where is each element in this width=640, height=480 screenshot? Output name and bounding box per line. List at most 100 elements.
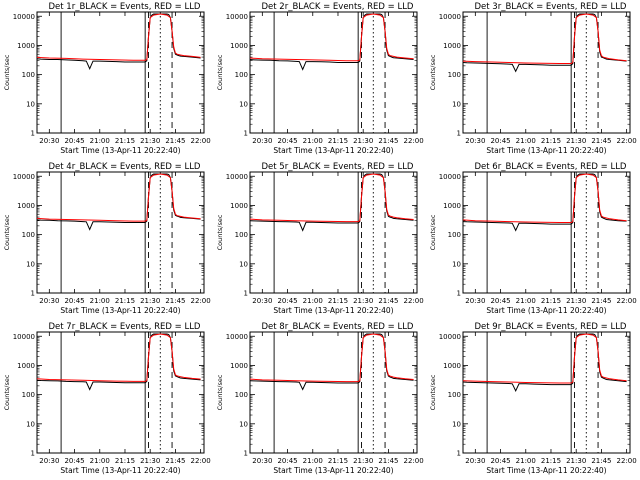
x-tick-label: 20:45: [490, 137, 510, 145]
x-tick-label: 21:15: [541, 457, 561, 465]
y-tick-label: 10: [26, 100, 35, 108]
y-tick-label: 1: [244, 130, 248, 138]
x-tick-label: 21:30: [140, 297, 160, 305]
y-tick-label: 10: [239, 260, 248, 268]
y-axis-label: Counts/sec: [216, 214, 224, 250]
y-tick-label: 1: [244, 450, 248, 458]
plot-frame: [36, 331, 205, 454]
series-events-line: [250, 173, 414, 232]
plot-frame: [462, 171, 631, 294]
chart-panel: Det 5r_BLACK = Events, RED = LLD 1 10 100 10…: [216, 162, 424, 315]
y-tick-label: 10000: [439, 173, 461, 181]
y-tick-label: 100: [22, 391, 35, 399]
x-tick-label: 21:45: [165, 297, 185, 305]
plot-frame: [36, 11, 205, 134]
x-tick-label: 21:15: [541, 137, 561, 145]
chart-panel: Det 8r_BLACK = Events, RED = LLD 1 10 100 10…: [216, 322, 424, 475]
y-tick-label: 1000: [443, 202, 461, 210]
x-tick-label: 20:45: [277, 137, 297, 145]
chart-title: Det 6r_BLACK = Events, RED = LLD: [475, 162, 627, 172]
x-tick-label: 22:00: [191, 297, 211, 305]
y-tick-label: 10000: [13, 173, 35, 181]
x-tick-label: 21:30: [353, 137, 373, 145]
y-tick-label: 1: [31, 130, 35, 138]
x-axis-label: Start Time (13-Apr-11 20:22:40): [273, 306, 393, 315]
x-tick-label: 22:00: [404, 137, 424, 145]
x-tick-label: 21:45: [165, 137, 185, 145]
y-tick-label: 1: [31, 450, 35, 458]
chart-title: Det 5r_BLACK = Events, RED = LLD: [262, 162, 414, 172]
x-tick-label: 20:45: [490, 297, 510, 305]
x-tick-label: 21:30: [140, 457, 160, 465]
y-tick-label: 1000: [230, 362, 248, 370]
chart-panel: Det 6r_BLACK = Events, RED = LLD 1 10 100 10…: [429, 162, 637, 315]
y-tick-label: 10: [452, 420, 461, 428]
chart-panel: Det 4r_BLACK = Events, RED = LLD 1 10 100 10…: [3, 162, 211, 315]
x-tick-label: 22:00: [404, 457, 424, 465]
chart-title: Det 1r_BLACK = Events, RED = LLD: [49, 2, 201, 12]
x-tick-label: 21:00: [90, 137, 110, 145]
x-tick-label: 20:30: [465, 457, 485, 465]
x-tick-label: 22:00: [617, 297, 637, 305]
x-tick-label: 22:00: [404, 297, 424, 305]
series-events-line: [37, 173, 201, 231]
y-tick-label: 10: [26, 420, 35, 428]
x-tick-label: 20:30: [39, 297, 59, 305]
y-tick-label: 10: [239, 100, 248, 108]
y-tick-label: 1: [457, 450, 461, 458]
chart-title: Det 9r_BLACK = Events, RED = LLD: [475, 322, 627, 332]
y-axis-label: Counts/sec: [429, 214, 437, 250]
y-tick-label: 10: [452, 260, 461, 268]
x-tick-label: 20:30: [252, 137, 272, 145]
x-tick-label: 20:45: [490, 457, 510, 465]
x-tick-label: 21:30: [566, 297, 586, 305]
y-tick-label: 10000: [13, 333, 35, 341]
plot-frame: [249, 11, 418, 134]
y-tick-label: 1: [457, 130, 461, 138]
x-tick-label: 20:45: [64, 297, 84, 305]
y-tick-label: 100: [448, 231, 461, 239]
plot-frame: [249, 171, 418, 294]
y-tick-label: 1000: [17, 42, 35, 50]
y-tick-label: 100: [235, 231, 248, 239]
x-tick-label: 21:30: [566, 457, 586, 465]
x-tick-label: 21:45: [165, 457, 185, 465]
x-tick-label: 21:30: [566, 137, 586, 145]
x-tick-label: 21:15: [115, 297, 135, 305]
x-tick-label: 20:30: [39, 137, 59, 145]
x-tick-label: 20:45: [64, 137, 84, 145]
x-axis-label: Start Time (13-Apr-11 20:22:40): [60, 306, 180, 315]
series-events-line: [37, 13, 201, 70]
x-axis-label: Start Time (13-Apr-11 20:22:40): [273, 466, 393, 475]
x-axis-label: Start Time (13-Apr-11 20:22:40): [486, 306, 606, 315]
x-tick-label: 20:30: [39, 457, 59, 465]
x-tick-label: 20:30: [465, 297, 485, 305]
chart-panel: Det 3r_BLACK = Events, RED = LLD 1 10 100 10…: [429, 2, 637, 155]
chart-panel: Det 2r_BLACK = Events, RED = LLD 1 10 100 10…: [216, 2, 424, 155]
x-tick-label: 21:00: [90, 457, 110, 465]
y-axis-label: Counts/sec: [429, 374, 437, 410]
x-tick-label: 21:00: [516, 457, 536, 465]
series-events-line: [250, 333, 414, 391]
x-tick-label: 21:00: [303, 297, 323, 305]
y-tick-label: 1: [457, 290, 461, 298]
series-events-line: [463, 173, 627, 232]
y-axis-label: Counts/sec: [3, 54, 11, 90]
x-tick-label: 21:00: [516, 137, 536, 145]
series-lld-line: [250, 13, 414, 62]
y-tick-label: 1: [31, 290, 35, 298]
y-tick-label: 100: [235, 391, 248, 399]
x-tick-label: 22:00: [191, 457, 211, 465]
plot-frame: [462, 331, 631, 454]
chart-title: Det 4r_BLACK = Events, RED = LLD: [49, 162, 201, 172]
x-tick-label: 22:00: [617, 137, 637, 145]
y-tick-label: 1000: [17, 362, 35, 370]
y-tick-label: 1000: [17, 202, 35, 210]
series-lld-line: [250, 173, 414, 223]
chart-title: Det 7r_BLACK = Events, RED = LLD: [49, 322, 201, 332]
x-tick-label: 21:45: [591, 137, 611, 145]
plot-frame: [36, 171, 205, 294]
y-tick-label: 1000: [230, 202, 248, 210]
x-tick-label: 21:15: [115, 137, 135, 145]
